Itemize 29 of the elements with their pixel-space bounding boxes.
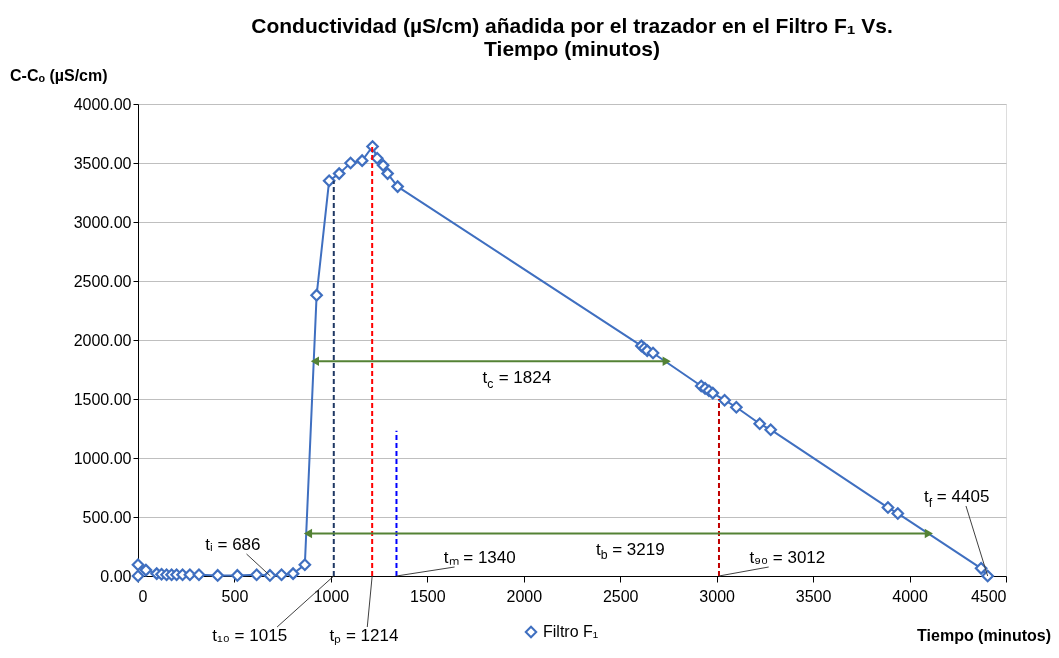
y-tick-label: 4000.00 [73,95,132,113]
annotation: tₘ = 1340 [443,548,516,567]
y-tick-label: 2500.00 [73,272,132,290]
y-tick-label: 1500.00 [73,390,132,408]
text: Conductividad (µS/cm) añadida por el trazador en el Filtro F₁ Vs. [251,14,893,37]
x-tick-label: 2500 [602,587,639,605]
annotation: t₁₀ = 1015 [212,626,288,645]
legend-label: Filtro F₁ [543,623,599,640]
annotation: tᵢ = 686 [205,535,261,554]
y-axis-title: C-Cₒ (µS/cm) [10,67,108,84]
y-tick-label: 1000.00 [73,449,132,467]
annotation: t₉₀ = 3012 [749,548,826,567]
annotation: tₚ = 1214 [329,626,399,646]
x-tick-label: 4500 [970,587,1007,605]
y-tick-label: 2000.00 [73,331,132,349]
x-tick-label: 1000 [313,587,350,605]
x-tick-label: 4000 [892,587,928,605]
y-tick-label: 3500.00 [73,154,132,172]
y-tick-label: 0.00 [100,567,132,585]
x-tick-label: 500 [221,587,249,605]
y-tick-label: 500.00 [82,508,132,526]
x-axis-title: Tiempo (minutos) [917,627,1051,644]
x-tick-label: 3000 [699,587,736,605]
y-tick-label: 3000.00 [73,213,132,231]
x-tick-label: 0 [138,587,148,605]
x-tick-label: 1500 [410,587,446,605]
text: Tiempo (minutos) [484,37,660,60]
x-tick-label: 2000 [506,587,543,605]
x-tick-label: 3500 [795,587,832,605]
